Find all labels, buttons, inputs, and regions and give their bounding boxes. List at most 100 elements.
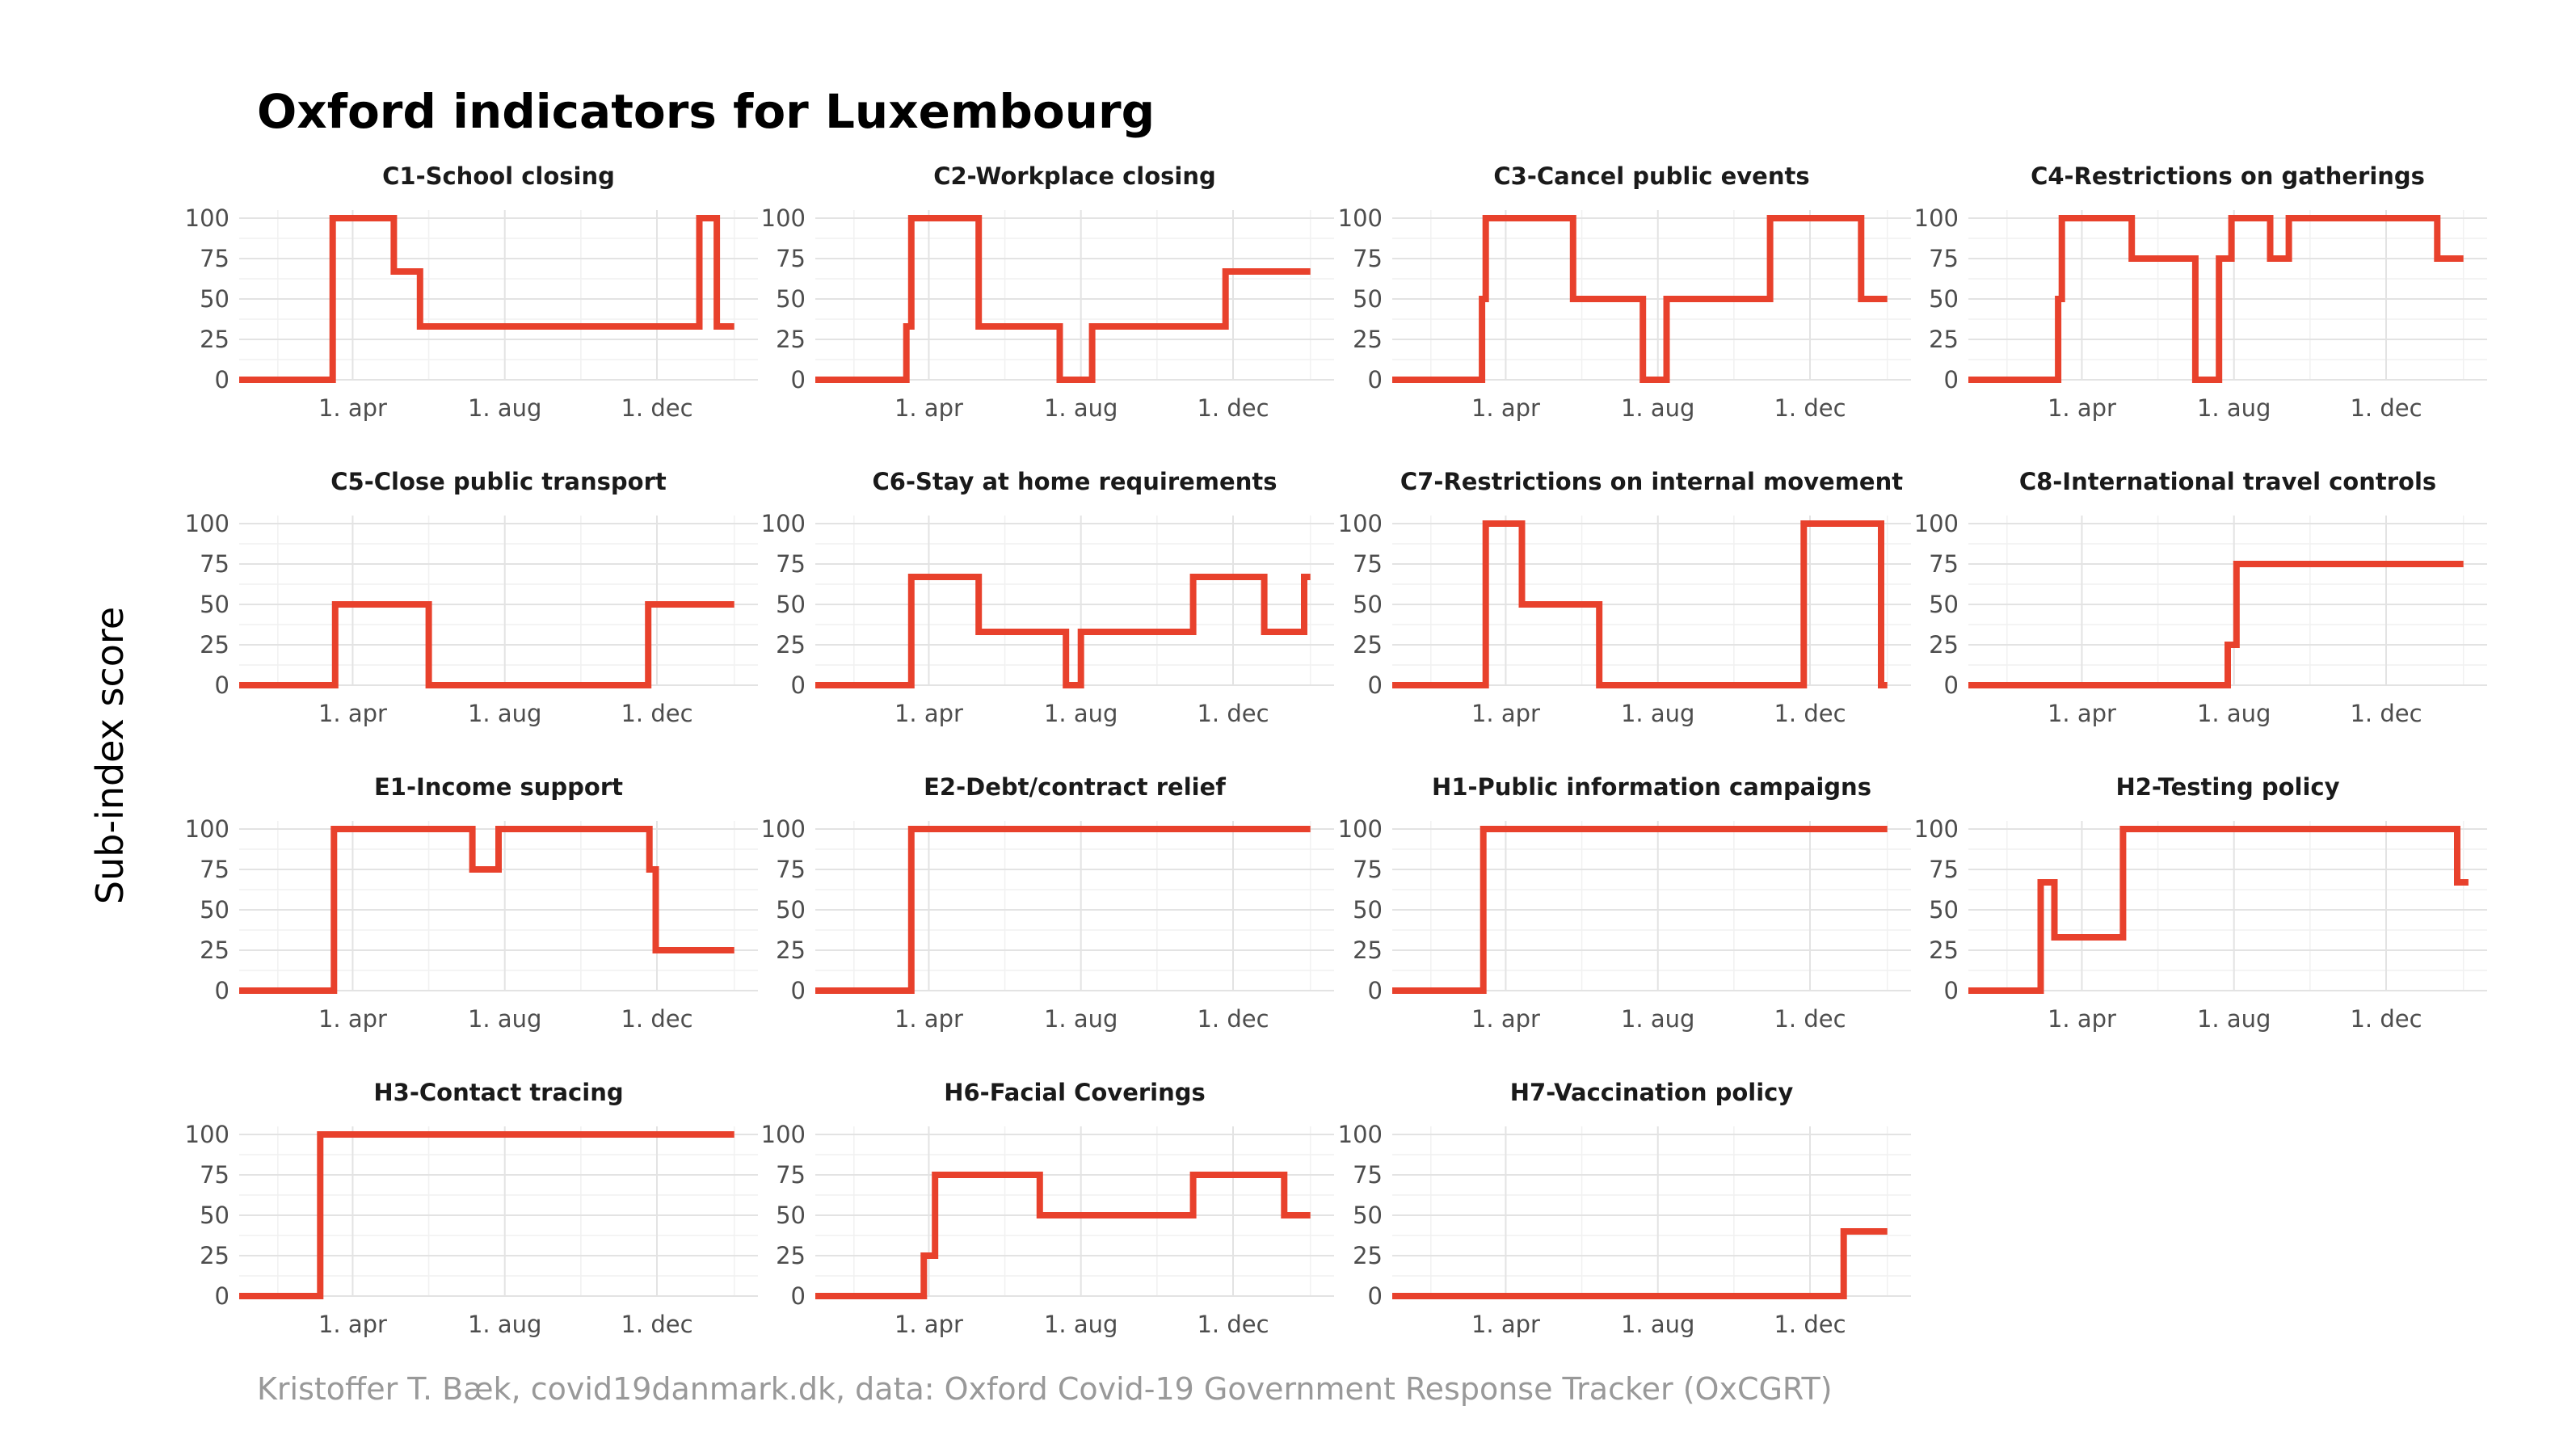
x-tick-label: 1. aug [468,1311,541,1338]
y-tick-label: 75 [1353,856,1383,883]
x-tick-label: 1. dec [2350,394,2422,422]
y-tick-label: 25 [776,326,806,353]
x-tick-label: 1. aug [1621,1005,1694,1033]
x-tick-label: 1. aug [468,394,541,422]
x-tick-label: 1. dec [1774,394,1846,422]
x-tick-label: 1. dec [621,700,692,727]
panel-title: H3-Contact tracing [373,1079,623,1106]
y-tick-label: 75 [776,1161,806,1189]
x-tick-label: 1. apr [318,700,387,727]
x-tick-label: 1. apr [1471,1005,1540,1033]
series-line [1392,215,1888,383]
x-tick-label: 1. apr [318,394,387,422]
x-tick-label: 1. aug [1044,1311,1118,1338]
y-tick-label: 50 [776,285,806,313]
y-tick-label: 0 [215,671,229,699]
y-tick-label: 0 [1944,977,1959,1004]
x-tick-label: 1. apr [894,1005,963,1033]
facet-panel: 0 25 50 75 100 1. apr 1. aug 1. dec H1-Public in… [1338,773,1911,1033]
y-tick-label: 100 [761,510,806,537]
y-tick-label: 75 [1353,1161,1383,1189]
y-tick-label: 75 [200,856,229,883]
series-line [1392,1228,1888,1299]
y-tick-label: 25 [1353,326,1383,353]
y-tick-label: 75 [200,1161,229,1189]
y-tick-label: 75 [1353,245,1383,272]
x-tick-label: 1. dec [621,1311,692,1338]
panel-title: C5-Close public transport [330,468,667,495]
y-tick-label: 25 [1353,936,1383,964]
y-tick-label: 0 [215,366,229,394]
y-tick-label: 25 [200,326,229,353]
x-tick-label: 1. aug [2197,1005,2271,1033]
y-tick-label: 0 [791,1282,806,1310]
panel-title: C1-School closing [382,162,615,190]
y-tick-label: 0 [215,977,229,1004]
facet-panel: 0 25 50 75 100 1. apr 1. aug 1. dec C1-School cl… [185,162,758,422]
y-tick-label: 75 [1929,856,1959,883]
x-tick-label: 1. apr [894,1311,963,1338]
y-tick-label: 50 [776,1202,806,1229]
y-tick-label: 50 [1353,896,1383,924]
x-tick-label: 1. apr [1471,700,1540,727]
x-tick-label: 1. dec [1197,1311,1269,1338]
series-line [1968,561,2464,688]
facet-panel: 0 25 50 75 100 1. apr 1. aug 1. dec C4-Restricti… [1914,162,2487,422]
y-tick-label: 50 [1929,896,1959,924]
y-tick-label: 100 [185,204,229,232]
y-tick-label: 75 [200,245,229,272]
series-line [1968,215,2464,383]
y-tick-label: 50 [1353,1202,1383,1229]
x-tick-label: 1. aug [2197,394,2271,422]
facet-panel: 0 25 50 75 100 1. apr 1. aug 1. dec E1-Income su… [185,773,758,1033]
y-tick-label: 100 [1338,815,1383,843]
y-tick-label: 100 [1338,204,1383,232]
y-tick-label: 25 [200,631,229,659]
y-tick-label: 75 [200,550,229,578]
y-tick-label: 50 [1353,591,1383,618]
y-tick-label: 0 [1944,671,1959,699]
y-tick-label: 0 [791,671,806,699]
y-tick-label: 0 [1368,977,1383,1004]
panel-title: C2-Workplace closing [933,162,1216,190]
x-tick-label: 1. dec [1774,700,1846,727]
series-line [815,574,1311,688]
y-tick-label: 25 [1929,326,1959,353]
y-tick-label: 0 [1368,366,1383,394]
facet-panel: 0 25 50 75 100 1. apr 1. aug 1. dec C5-Close pub… [185,468,758,727]
x-tick-label: 1. dec [1197,1005,1269,1033]
y-tick-label: 25 [776,631,806,659]
x-tick-label: 1. aug [1044,1005,1118,1033]
y-tick-label: 100 [185,1121,229,1148]
facet-panel: 0 25 50 75 100 1. apr 1. aug 1. dec C7-Restricti… [1338,468,1911,727]
chart-caption: Kristoffer T. Bæk, covid19danmark.dk, da… [257,1371,1833,1407]
series-line [239,601,734,688]
x-tick-label: 1. apr [894,700,963,727]
y-tick-label: 75 [1929,550,1959,578]
x-tick-label: 1. dec [621,1005,692,1033]
x-tick-label: 1. dec [621,394,692,422]
x-tick-label: 1. apr [1471,1311,1540,1338]
series-line [1968,826,2469,994]
y-tick-label: 50 [200,896,229,924]
series-line [815,215,1311,383]
x-tick-label: 1. apr [318,1005,387,1033]
panel-title: H2-Testing policy [2115,773,2339,801]
y-tick-label: 75 [776,550,806,578]
series-line [1392,520,1888,688]
y-tick-label: 25 [1929,631,1959,659]
x-tick-label: 1. apr [894,394,963,422]
series-line [239,215,734,383]
y-tick-label: 0 [215,1282,229,1310]
series-line [815,1172,1311,1299]
x-tick-label: 1. aug [1621,1311,1694,1338]
x-tick-label: 1. dec [1774,1311,1846,1338]
panel-title: H6-Facial Coverings [944,1079,1206,1106]
series-line [239,1131,734,1299]
panel-title: C7-Restrictions on internal movement [1400,468,1903,495]
y-tick-label: 75 [776,856,806,883]
x-tick-label: 1. aug [1621,394,1694,422]
y-tick-label: 0 [1368,1282,1383,1310]
x-tick-label: 1. dec [1197,700,1269,727]
